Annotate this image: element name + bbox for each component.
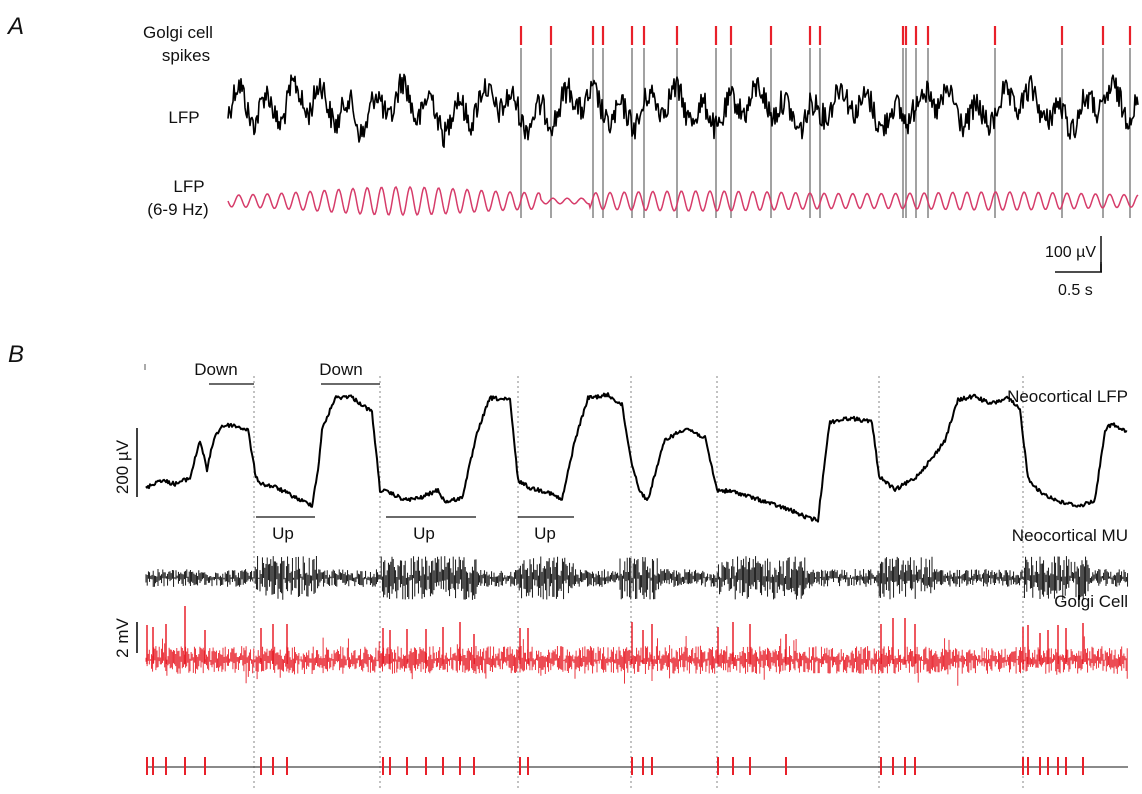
golgi-scalebar: 2 mV xyxy=(113,618,138,658)
lfp-filtered-label-line2: (6-9 Hz) xyxy=(147,200,208,219)
down-label: Down xyxy=(319,360,362,379)
up-label: Up xyxy=(413,524,435,543)
up-marker-1: Up xyxy=(256,516,315,543)
lfp-filtered-label-line1: LFP xyxy=(173,177,204,196)
up-label: Up xyxy=(272,524,294,543)
lfp-scalebar: 200 µV xyxy=(113,428,138,497)
golgi-spike-alignment-lines xyxy=(520,48,1131,218)
golgi-spikes-label-line1: Golgi cell xyxy=(143,23,213,42)
down-marker-2: Down xyxy=(319,360,380,385)
down-marker-1: Down xyxy=(194,360,254,385)
up-marker-2: Up xyxy=(386,516,476,543)
golgi-cell-trace xyxy=(145,636,1128,686)
lfp-filtered-trace xyxy=(227,185,1139,217)
golgi-spikes-label-line2: spikes xyxy=(162,46,210,65)
up-down-transition-lines xyxy=(253,376,1024,790)
panel-a-scalebar: 100 µV 0.5 s xyxy=(1045,236,1102,299)
golgi-spike-ticks xyxy=(519,26,1132,45)
lfp-scalebar-label: 200 µV xyxy=(113,439,132,494)
golgi-scalebar-label: 2 mV xyxy=(113,618,132,658)
neocortical-lfp-label: Neocortical LFP xyxy=(1007,387,1128,406)
panel-b-letter: B xyxy=(8,341,24,368)
neocortical-lfp-trace xyxy=(145,392,1128,523)
down-label: Down xyxy=(194,360,237,379)
golgi-cell-spikes xyxy=(146,606,1084,664)
golgi-cell-label: Golgi Cell xyxy=(1054,592,1128,611)
up-label: Up xyxy=(534,524,556,543)
up-marker-3: Up xyxy=(518,516,574,543)
lfp-label: LFP xyxy=(168,108,199,127)
golgi-spike-raster xyxy=(146,757,1084,775)
lfp-trace xyxy=(227,73,1139,148)
scalebar-amplitude-label: 100 µV xyxy=(1045,244,1096,261)
neocortical-mu-trace xyxy=(145,556,1129,600)
neocortical-mu-label: Neocortical MU xyxy=(1012,526,1128,545)
panel-a-letter: A xyxy=(6,13,24,40)
scalebar-time-label: 0.5 s xyxy=(1058,282,1093,299)
